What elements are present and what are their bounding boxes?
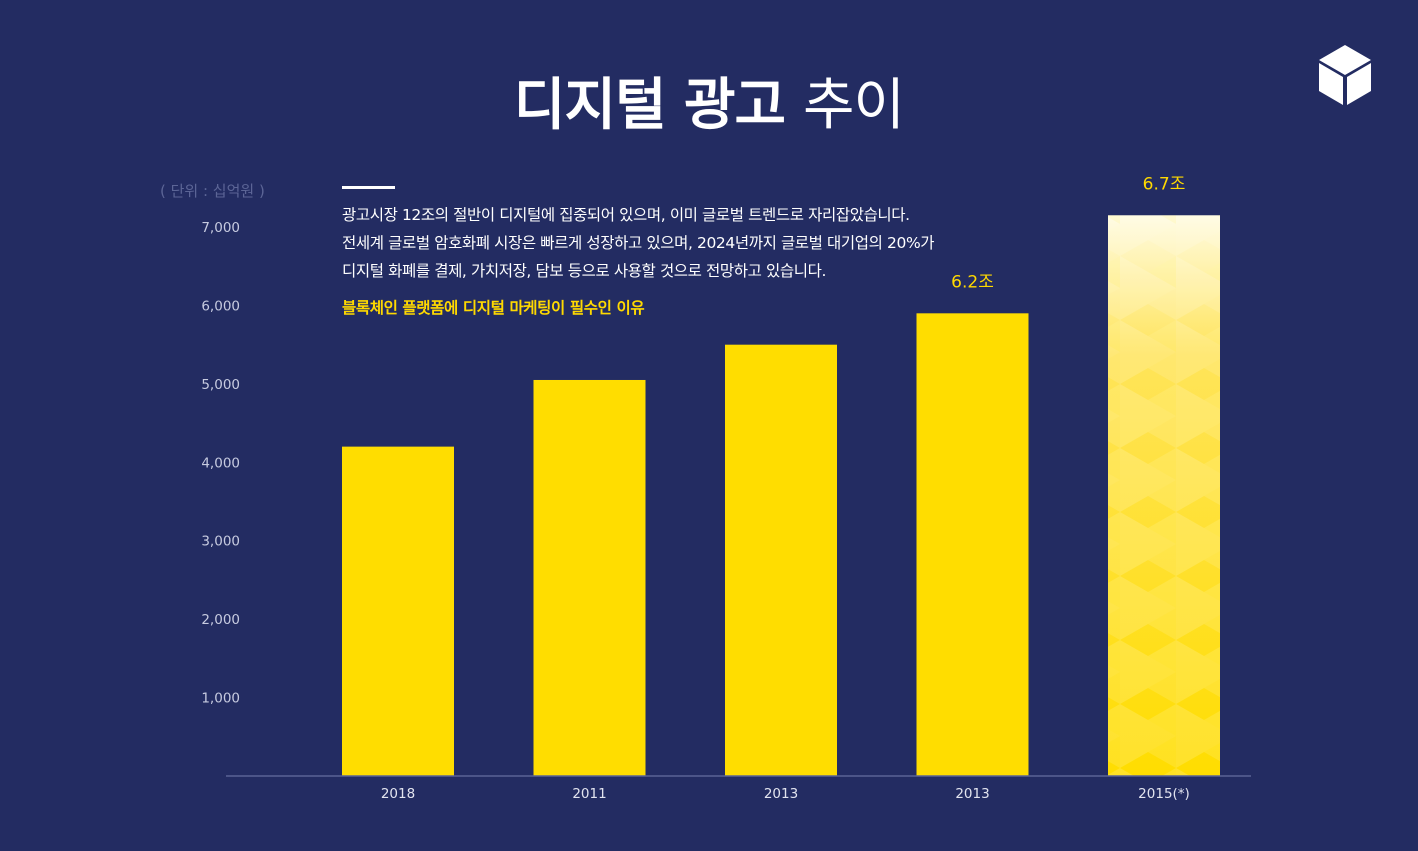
description-divider — [342, 186, 395, 189]
bar — [916, 313, 1029, 776]
x-tick-label: 2011 — [572, 786, 606, 802]
description-line: 디지털 화폐를 결제, 가치저장, 담보 등으로 사용할 것으로 전망하고 있습… — [342, 262, 826, 280]
x-tick-label: 2013 — [764, 786, 798, 802]
description-line: 전세계 글로벌 암호화폐 시장은 빠르게 성장하고 있으며, 2024년까지 글… — [342, 234, 935, 252]
y-tick-label: 1,000 — [201, 691, 240, 707]
data-label: 6.2조 — [951, 272, 994, 292]
y-tick-label: 6,000 — [201, 298, 240, 314]
description-line: 광고시장 12조의 절반이 디지털에 집중되어 있으며, 이미 글로벌 트렌드로… — [342, 206, 910, 224]
x-tick-label: 2018 — [381, 786, 415, 802]
unit-label: ( 단위 : 십억원 ) — [160, 182, 265, 200]
x-tick-label: 2013 — [955, 786, 989, 802]
x-tick-label: 2015(*) — [1138, 786, 1190, 802]
bar — [533, 379, 646, 776]
page-title-bold: 디지털 광고 — [513, 73, 786, 138]
page-title-light: 추이 — [803, 73, 905, 138]
y-tick-label: 7,000 — [201, 220, 240, 236]
y-tick-label: 3,000 — [201, 534, 240, 550]
page-title: 디지털 광고 추이 — [0, 68, 1418, 144]
data-label: 6.7조 — [1143, 174, 1186, 194]
description-text: 광고시장 12조의 절반이 디지털에 집중되어 있으며, 이미 글로벌 트렌드로… — [342, 201, 1062, 285]
cube-icon — [1319, 45, 1371, 105]
bar — [342, 446, 454, 776]
bar — [725, 344, 837, 776]
y-tick-label: 4,000 — [201, 455, 240, 471]
y-tick-label: 5,000 — [201, 377, 240, 393]
y-tick-label: 2,000 — [201, 612, 240, 628]
bar-pattern — [1108, 215, 1220, 776]
highlight-text: 블록체인 플랫폼에 디지털 마케팅이 필수인 이유 — [342, 299, 645, 317]
